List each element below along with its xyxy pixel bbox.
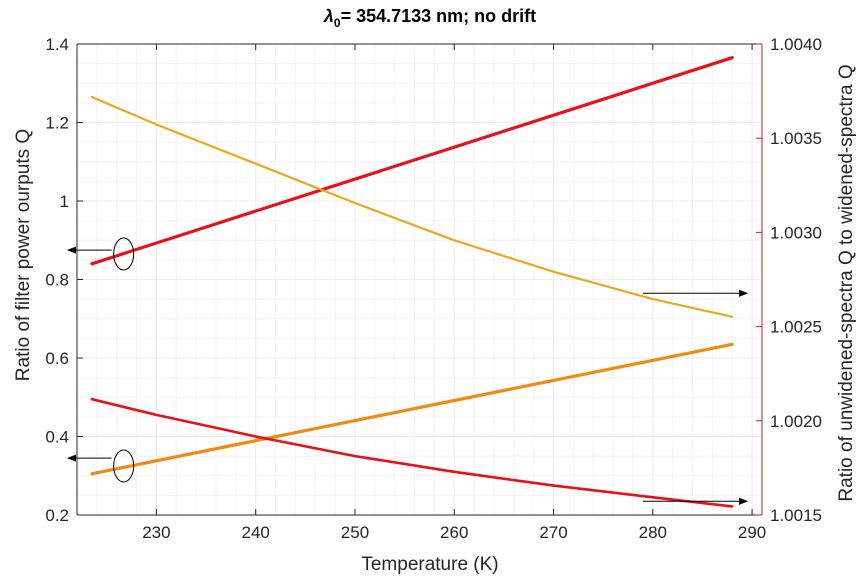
y-axis-label-left: Ratio of filter power ourputs Q xyxy=(13,129,34,381)
y-right-tick-label: 1.0025 xyxy=(770,318,822,337)
x-tick-label: 250 xyxy=(341,523,369,542)
series-group xyxy=(90,56,734,508)
y-right-tick-label: 1.0020 xyxy=(770,412,822,431)
grid xyxy=(77,43,762,516)
x-tick-label: 240 xyxy=(242,523,270,542)
x-tick-label: 270 xyxy=(539,523,567,542)
series-line-4 xyxy=(90,397,734,508)
series-line-1 xyxy=(90,56,734,266)
x-tick-label: 280 xyxy=(639,523,667,542)
series-line-2 xyxy=(90,342,734,476)
x-axis-label: Temperature (K) xyxy=(361,554,498,575)
title-text: = 354.7133 nm; no drift xyxy=(341,6,537,26)
y-right-tick-label: 1.0030 xyxy=(770,223,822,242)
y-right-tick-label: 1.0040 xyxy=(770,35,822,54)
y-left-tick-label: 0.2 xyxy=(45,506,69,525)
chart-title: λ0= 354.7133 nm; no drift xyxy=(323,6,536,30)
x-tick-label: 230 xyxy=(142,523,170,542)
x-tick-label: 260 xyxy=(440,523,468,542)
axes: 230 240 250 260 270 280 290 0.2 0.4 0.6 0.8 1 1.2 1.4… xyxy=(45,35,822,542)
y-left-tick-label: 0.6 xyxy=(45,349,69,368)
y-right-tick-label: 1.0015 xyxy=(770,506,822,525)
annotation-ellipse-2 xyxy=(113,449,135,483)
annotation-ellipse-1 xyxy=(113,237,135,271)
y-axis-label-right: Ratio of unwidened-spectra Q to widened-… xyxy=(836,64,857,501)
y-left-tick-label: 0.4 xyxy=(45,428,69,447)
annotations xyxy=(66,237,749,505)
title-symbol: λ xyxy=(323,6,334,26)
y-left-tick-label: 1.4 xyxy=(45,35,69,54)
x-tick-label: 290 xyxy=(738,523,766,542)
series-line-3 xyxy=(90,95,734,318)
y-left-tick-label: 1.2 xyxy=(45,114,69,133)
y-left-tick-label: 0.8 xyxy=(45,271,69,290)
title-subscript: 0 xyxy=(334,16,341,30)
y-left-tick-label: 1 xyxy=(60,192,69,211)
y-right-tick-label: 1.0035 xyxy=(770,129,822,148)
